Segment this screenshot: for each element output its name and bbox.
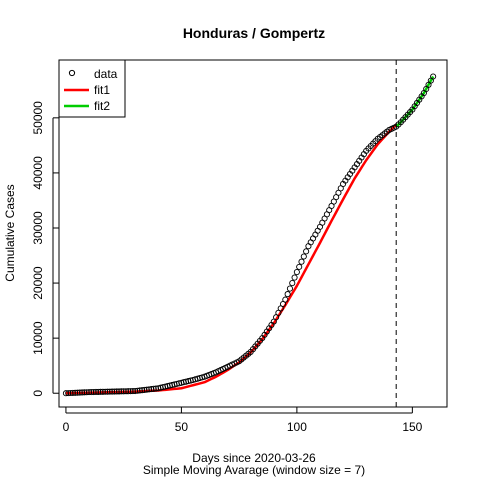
- data-point: [69, 389, 76, 396]
- data-point: [95, 388, 102, 395]
- x-tick-label: 50: [175, 420, 189, 434]
- x-axis-sublabel: Simple Moving Avarage (window size = 7): [143, 463, 365, 477]
- data-point: [109, 388, 116, 395]
- legend-fit1-label: fit1: [94, 83, 110, 97]
- data-point: [127, 388, 134, 395]
- data-point: [134, 387, 141, 394]
- data-point: [113, 388, 120, 395]
- data-point: [289, 280, 296, 287]
- fit2-layer: [395, 73, 437, 128]
- data-point: [132, 387, 139, 395]
- data-point: [79, 389, 86, 396]
- legend-box: [58, 59, 126, 118]
- data-point: [65, 390, 72, 397]
- data-point: [116, 388, 123, 395]
- x-axis: 0 50 100 150: [63, 407, 423, 434]
- data-point: [143, 386, 150, 393]
- data-point: [129, 388, 136, 395]
- y-tick-label: 30000: [31, 211, 45, 245]
- data-point: [141, 386, 148, 393]
- data-point: [139, 387, 146, 394]
- data-point: [150, 385, 157, 392]
- data-point: [120, 388, 127, 395]
- data-point: [148, 386, 155, 393]
- data-point: [83, 389, 90, 396]
- data-point: [97, 388, 104, 395]
- y-tick-label: 20000: [31, 266, 45, 300]
- data-point: [312, 231, 319, 238]
- data-point: [72, 389, 79, 396]
- data-point: [88, 389, 95, 396]
- data-points: [62, 123, 400, 397]
- data-point: [92, 388, 99, 396]
- data-point: [111, 388, 118, 395]
- data-point: [125, 388, 132, 395]
- plot-frame: [58, 59, 448, 408]
- data-point: [430, 73, 437, 80]
- data-point: [118, 388, 125, 395]
- x-tick-label: 0: [63, 420, 70, 434]
- data-point: [309, 235, 317, 242]
- fit1-line: [65, 123, 398, 395]
- legend: data fit1 fit2: [58, 59, 126, 118]
- data-point: [152, 385, 160, 392]
- legend-data-marker: [68, 69, 76, 77]
- y-tick-label: 0: [31, 390, 45, 397]
- legend-data-label: data: [94, 67, 118, 81]
- x-tick-label: 150: [402, 420, 422, 434]
- data-point: [104, 388, 111, 395]
- data-point: [62, 390, 69, 397]
- data-point: [90, 388, 97, 396]
- data-point: [300, 253, 307, 260]
- chart-title: Honduras / Gompertz: [183, 25, 325, 41]
- data-point: [76, 389, 83, 396]
- data-point: [122, 388, 130, 395]
- data-point: [296, 263, 303, 270]
- data-point: [298, 258, 305, 265]
- data-point: [284, 291, 291, 298]
- data-point: [99, 388, 106, 395]
- data-point: [102, 388, 109, 395]
- y-axis: 0 10000 20000 30000 40000 50000: [31, 101, 59, 397]
- data-point: [106, 388, 113, 395]
- data-point: [303, 248, 310, 255]
- x-tick-label: 100: [287, 420, 307, 434]
- data-point: [307, 239, 314, 246]
- data-point: [85, 389, 93, 396]
- data-point: [81, 389, 88, 396]
- data-point: [282, 296, 289, 303]
- fit1-layer: [65, 123, 398, 395]
- x-axis-label: Days since 2020-03-26: [192, 451, 316, 465]
- data-point: [74, 389, 81, 396]
- data-point: [67, 389, 74, 397]
- data-point: [293, 269, 300, 276]
- y-tick-label: 40000: [31, 156, 45, 190]
- data-point: [136, 387, 143, 394]
- y-tick-label: 50000: [31, 101, 45, 135]
- y-axis-label: Cumulative Cases: [3, 184, 17, 281]
- data-point: [286, 285, 294, 292]
- data-point: [305, 243, 312, 250]
- legend-fit2-label: fit2: [94, 99, 110, 113]
- data-point: [146, 386, 153, 393]
- y-tick-label: 10000: [31, 321, 45, 355]
- data-point: [291, 274, 298, 281]
- data-point: [314, 227, 321, 234]
